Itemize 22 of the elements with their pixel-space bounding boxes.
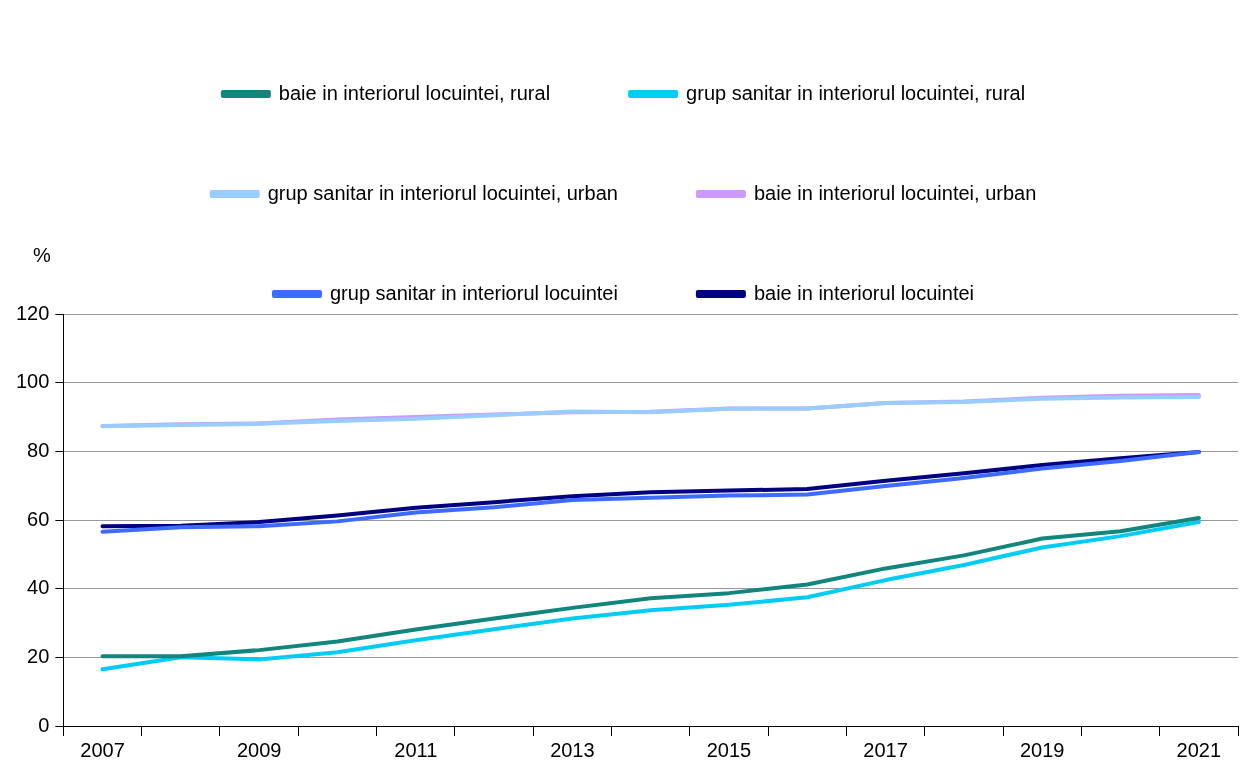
y-axis-title: % (33, 243, 52, 266)
x-tick-label: 2007 (80, 738, 125, 761)
x-tick-label: 2015 (706, 738, 752, 761)
x-tick-label: 2011 (394, 738, 438, 761)
x-tick-label: 2017 (863, 738, 908, 761)
y-tick-label: 100 (15, 370, 50, 393)
legend-label: baie in interiorul locuintei, rural (278, 81, 551, 104)
x-tick-label: 2009 (236, 738, 282, 761)
legend-label: baie in interiorul locuintei, urban (753, 181, 1037, 204)
y-tick-label: 60 (27, 507, 50, 530)
x-tick-label: 2019 (1019, 738, 1065, 761)
legend-label: baie in interiorul locuintei (753, 281, 975, 304)
y-tick-label: 0 (38, 713, 50, 736)
x-tick-label: 2013 (550, 738, 595, 761)
legend-label: grup sanitar in interiorul locuintei, rural (686, 81, 1026, 104)
legend-label: grup sanitar in interiorul locuintei (329, 281, 618, 304)
x-tick-label: 2021 (1176, 738, 1222, 761)
y-tick-label: 20 (27, 644, 50, 667)
y-tick-label: 80 (27, 438, 50, 461)
y-tick-label: 40 (27, 576, 50, 599)
legend-label: grup sanitar in interiorul locuintei, urban (267, 181, 618, 204)
y-tick-label: 120 (15, 301, 50, 324)
